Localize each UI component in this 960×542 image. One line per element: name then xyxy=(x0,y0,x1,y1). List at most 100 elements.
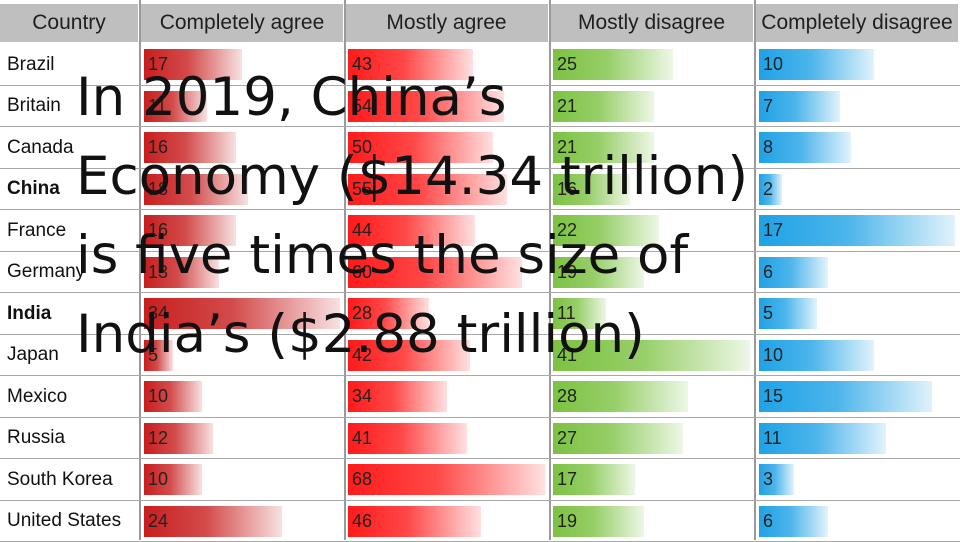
data-label: 24 xyxy=(148,510,169,531)
country-label: Russia xyxy=(7,427,66,448)
country-label: Japan xyxy=(7,344,59,365)
country-label: United States xyxy=(7,510,122,531)
data-bar xyxy=(348,90,504,122)
country-label: Canada xyxy=(7,136,74,158)
column-divider xyxy=(139,0,141,540)
data-label: 10 xyxy=(763,344,784,365)
data-label: 41 xyxy=(352,427,373,448)
data-label: 17 xyxy=(557,469,578,489)
data-bar xyxy=(553,422,683,454)
data-bar xyxy=(144,381,202,412)
row-divider xyxy=(0,167,960,169)
column-divider xyxy=(754,0,756,540)
column-header: Mostly disagree xyxy=(550,4,753,42)
data-label: 7 xyxy=(763,95,774,116)
data-label: 8 xyxy=(763,137,774,157)
data-bar xyxy=(348,464,545,495)
data-bar xyxy=(759,381,932,412)
data-bar xyxy=(759,464,794,495)
data-bar xyxy=(759,90,840,122)
data-label: 21 xyxy=(557,137,578,157)
data-label: 5 xyxy=(148,344,159,365)
data-bar xyxy=(553,90,654,122)
data-bar xyxy=(759,49,874,80)
data-label: 18 xyxy=(148,178,169,199)
data-label: 10 xyxy=(148,386,169,406)
country-label: China xyxy=(7,178,60,199)
row-divider xyxy=(0,416,960,418)
column-header: Completely agree xyxy=(141,4,343,42)
data-label: 50 xyxy=(352,137,373,157)
data-bar xyxy=(348,381,447,412)
data-label: 2 xyxy=(763,178,774,199)
data-label: 68 xyxy=(352,469,373,489)
data-bar xyxy=(144,132,236,163)
column-header: Completely disagree xyxy=(756,4,958,42)
data-label: 17 xyxy=(148,54,169,74)
data-bar xyxy=(144,90,207,122)
data-label: 43 xyxy=(352,54,373,74)
data-bar xyxy=(348,256,522,288)
data-label: 6 xyxy=(763,261,774,282)
data-label: 44 xyxy=(352,220,373,240)
data-bar xyxy=(144,298,340,329)
row-divider xyxy=(0,209,960,210)
row-divider xyxy=(0,126,960,127)
data-label: 10 xyxy=(148,469,169,489)
data-bar xyxy=(759,256,828,288)
data-label: 11 xyxy=(557,303,576,323)
data-bar xyxy=(553,505,644,537)
data-bar xyxy=(144,422,213,454)
data-bar xyxy=(144,49,242,80)
data-bar xyxy=(348,505,481,537)
data-label: 42 xyxy=(352,344,373,365)
data-bar xyxy=(348,132,493,163)
column-divider xyxy=(549,0,551,540)
data-bar xyxy=(144,505,282,537)
data-label: 17 xyxy=(763,220,784,240)
data-label: 60 xyxy=(352,261,373,282)
data-bar xyxy=(553,132,654,163)
data-label: 19 xyxy=(557,261,578,282)
data-bar xyxy=(553,256,644,288)
data-label: 34 xyxy=(352,386,373,406)
data-label: 12 xyxy=(148,427,169,448)
country-label: France xyxy=(7,219,67,241)
data-bar xyxy=(144,215,236,246)
data-label: 15 xyxy=(763,386,784,406)
column-header: Country xyxy=(0,4,138,42)
row-divider xyxy=(0,292,960,293)
data-bar xyxy=(759,298,817,329)
data-bar xyxy=(759,505,828,537)
data-label: 21 xyxy=(557,95,578,116)
data-label: 16 xyxy=(148,220,169,240)
data-bar xyxy=(759,132,851,163)
data-label: 41 xyxy=(557,344,578,365)
data-label: 16 xyxy=(148,137,169,157)
country-label: India xyxy=(7,302,52,324)
overlay-caption: In 2019, China’s Economy ($14.34 trillio… xyxy=(76,67,749,365)
data-bar xyxy=(348,49,473,80)
data-bar xyxy=(144,256,219,288)
data-bar xyxy=(553,381,688,412)
data-label: 27 xyxy=(557,427,578,448)
row-divider xyxy=(0,499,960,501)
row-divider xyxy=(0,333,960,335)
data-label: 3 xyxy=(763,469,774,489)
data-label: 11 xyxy=(763,427,782,448)
country-label: Britain xyxy=(7,95,61,116)
row-divider xyxy=(0,250,960,252)
data-bar xyxy=(553,173,630,205)
country-label: South Korea xyxy=(7,468,113,490)
data-label: 22 xyxy=(557,220,578,240)
data-bar xyxy=(553,464,635,495)
data-bar xyxy=(348,173,507,205)
data-bar xyxy=(553,215,659,246)
data-label: 11 xyxy=(148,95,167,116)
row-divider xyxy=(0,84,960,86)
country-label: Mexico xyxy=(7,385,68,407)
data-bar xyxy=(348,339,470,371)
data-bar xyxy=(348,422,467,454)
data-bar xyxy=(348,298,429,329)
